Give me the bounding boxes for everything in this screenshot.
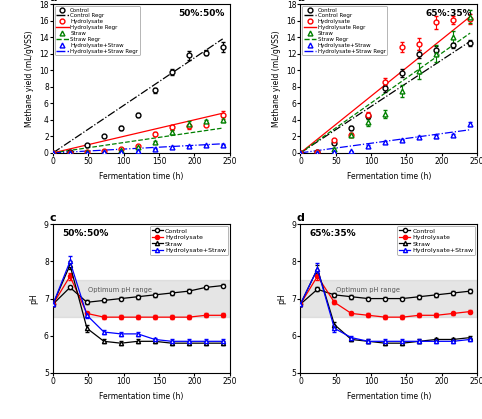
X-axis label: Fermentation time (h): Fermentation time (h): [347, 392, 431, 401]
Bar: [300, 280, 477, 317]
Y-axis label: pH: pH: [277, 293, 286, 304]
X-axis label: Fermentation time (h): Fermentation time (h): [99, 172, 184, 181]
Text: Optimum pH range: Optimum pH range: [336, 287, 400, 293]
Legend: Control, Control Regr, Hydrolysate, Hydrolysate Regr, Straw, Straw Regr, Hydroly: Control, Control Regr, Hydrolysate, Hydr…: [54, 6, 140, 55]
Text: 50%:50%: 50%:50%: [178, 9, 225, 18]
X-axis label: Fermentation time (h): Fermentation time (h): [99, 392, 184, 401]
X-axis label: Fermentation time (h): Fermentation time (h): [347, 172, 431, 181]
Text: 65%:35%: 65%:35%: [425, 9, 472, 18]
Text: c: c: [50, 213, 56, 223]
Text: 50%:50%: 50%:50%: [62, 229, 108, 238]
Y-axis label: pH: pH: [29, 293, 39, 304]
Text: b: b: [297, 0, 305, 3]
Legend: Control, Hydrolysate, Straw, Hydrolysate+Straw: Control, Hydrolysate, Straw, Hydrolysate…: [150, 226, 228, 255]
Text: d: d: [297, 213, 305, 223]
Legend: Control, Hydrolysate, Straw, Hydrolysate+Straw: Control, Hydrolysate, Straw, Hydrolysate…: [397, 226, 475, 255]
Y-axis label: Methane yield (mL/gVSS): Methane yield (mL/gVSS): [272, 30, 281, 127]
Text: 65%:35%: 65%:35%: [309, 229, 356, 238]
Legend: Control, Control Regr, Hydrolysate, Hydrolysate Regr, Straw, Straw Regr, Hydroly: Control, Control Regr, Hydrolysate, Hydr…: [302, 6, 388, 55]
Y-axis label: Methane yield (mL/gVSS): Methane yield (mL/gVSS): [25, 30, 34, 127]
Text: Optimum pH range: Optimum pH range: [88, 287, 152, 293]
Text: a: a: [50, 0, 57, 3]
Bar: [53, 280, 230, 317]
